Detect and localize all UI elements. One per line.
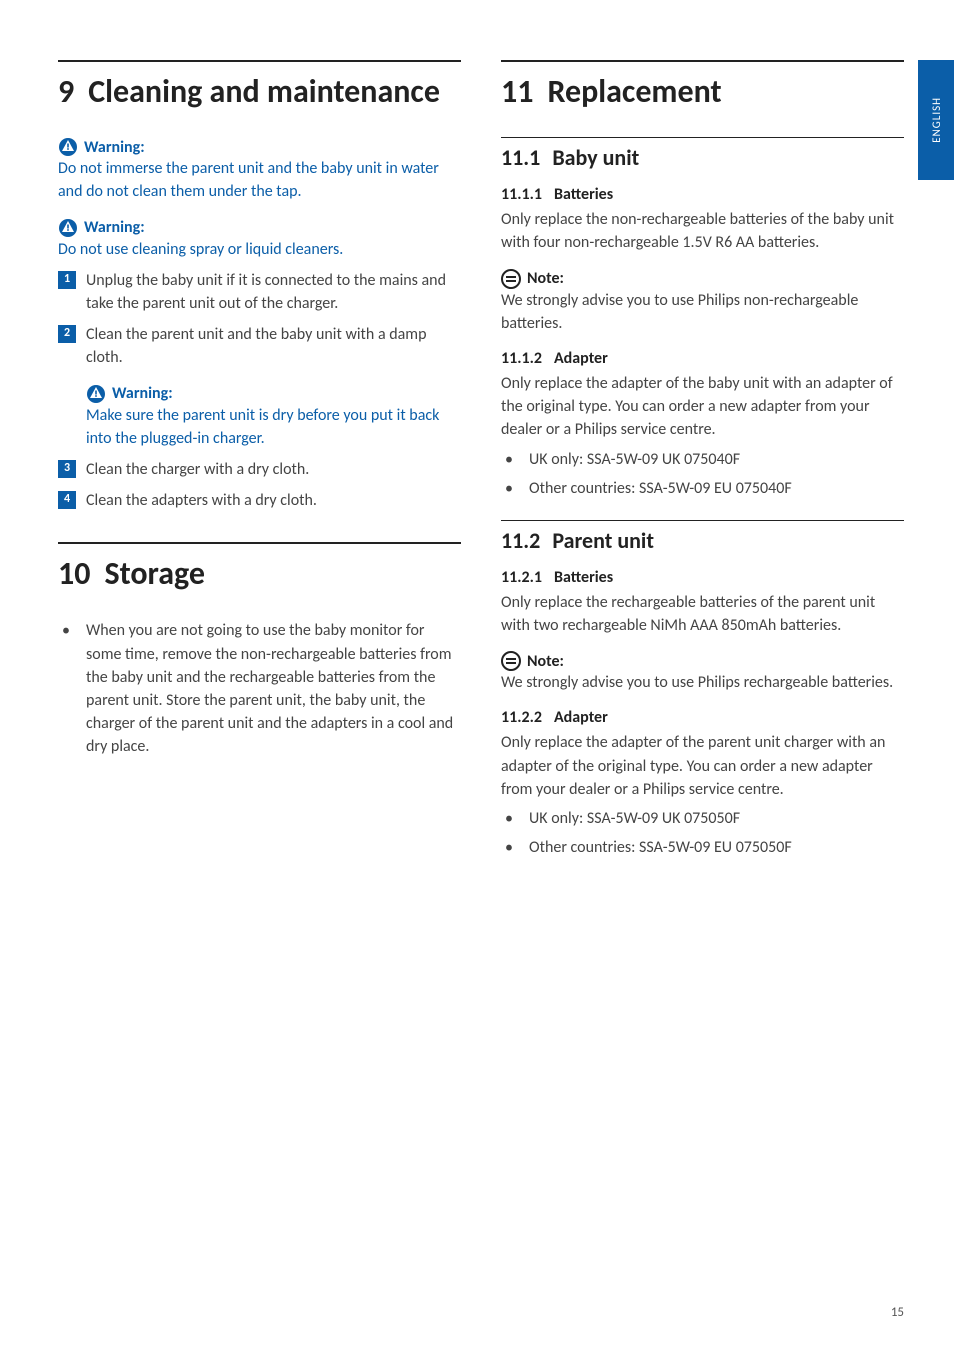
note-2-label: Note: (527, 652, 564, 671)
section-9-number: 9 (58, 70, 74, 113)
warning-3-text: Make sure the parent unit is dry before … (86, 404, 461, 450)
note-icon (501, 651, 521, 671)
step-badge: 4 (58, 491, 76, 509)
note-2-text: We strongly advise you to use Philips re… (501, 671, 904, 694)
subsubsection-11-1-1-number: 11.1.1 (501, 185, 542, 204)
section-10-title: Storage (104, 552, 205, 595)
step-2-text: Clean the parent unit and the baby unit … (86, 323, 461, 369)
warning-icon (58, 218, 78, 238)
warning-2-text: Do not use cleaning spray or liquid clea… (58, 238, 461, 261)
text-11-2-1: Only replace the rechargeable batteries … (501, 591, 904, 637)
warning-1-header: Warning: (58, 137, 461, 157)
subsubsection-11-2-2-title: Adapter (554, 708, 608, 727)
subsubsection-11-1-2-number: 11.1.2 (501, 349, 542, 368)
section-11-title: Replacement (547, 70, 721, 113)
subsubsection-11-2-2-heading: 11.2.2 Adapter (501, 708, 904, 727)
warning-1-text: Do not immerse the parent unit and the b… (58, 157, 461, 203)
subsubsection-11-1-1-title: Batteries (554, 185, 613, 204)
note-1-text: We strongly advise you to use Philips no… (501, 289, 904, 335)
section-10-number: 10 (58, 552, 90, 595)
adapter-bullet-2a: UK only: SSA-5W-09 UK 075050F (501, 807, 904, 830)
subsubsection-11-2-1-heading: 11.2.1 Batteries (501, 568, 904, 587)
warning-3-header: Warning: (86, 384, 461, 404)
section-11-heading: 11 Replacement (501, 60, 904, 113)
step-badge: 3 (58, 460, 76, 478)
steps-list-2: 3 Clean the charger with a dry cloth. 4 Cl… (58, 458, 461, 512)
subsubsection-11-1-1-heading: 11.1.1 Batteries (501, 185, 904, 204)
step-4-text: Clean the adapters with a dry cloth. (86, 489, 317, 512)
language-tab-label: ENGLISH (930, 97, 943, 143)
subsubsection-11-2-1-title: Batteries (554, 568, 613, 587)
adapter-bullets-1: UK only: SSA-5W-09 UK 075040F Other coun… (501, 448, 904, 500)
warning-1-label: Warning: (84, 138, 145, 157)
subsection-11-2-title: Parent unit (552, 527, 654, 554)
note-1-label: Note: (527, 269, 564, 288)
warning-2-header: Warning: (58, 218, 461, 238)
note-1-header: Note: (501, 269, 904, 289)
section-10-heading: 10 Storage (58, 542, 461, 595)
subsubsection-11-1-2-title: Adapter (554, 349, 608, 368)
storage-bullets: When you are not going to use the baby m… (58, 619, 461, 758)
text-11-1-2: Only replace the adapter of the baby uni… (501, 372, 904, 442)
adapter-bullet-1a: UK only: SSA-5W-09 UK 075040F (501, 448, 904, 471)
section-9-heading: 9 Cleaning and maintenance (58, 60, 461, 113)
text-11-1-1: Only replace the non-rechargeable batter… (501, 208, 904, 254)
step-badge: 2 (58, 325, 76, 343)
step-3: 3 Clean the charger with a dry cloth. (58, 458, 461, 481)
step-2: 2 Clean the parent unit and the baby unit… (58, 323, 461, 369)
subsubsection-11-2-2-number: 11.2.2 (501, 708, 542, 727)
adapter-bullet-2b: Other countries: SSA-5W-09 EU 075050F (501, 836, 904, 859)
warning-3-label: Warning: (112, 384, 173, 403)
left-column: 9 Cleaning and maintenance Warning: Do n… (58, 60, 461, 869)
subsection-11-1-heading: 11.1 Baby unit (501, 137, 904, 171)
storage-bullet-1: When you are not going to use the baby m… (58, 619, 461, 758)
steps-list-1: 1 Unplug the baby unit if it is connected… (58, 269, 461, 370)
section-11-number: 11 (501, 70, 533, 113)
step-4: 4 Clean the adapters with a dry cloth. (58, 489, 461, 512)
warning-icon (58, 137, 78, 157)
subsubsection-11-2-1-number: 11.2.1 (501, 568, 542, 587)
right-column: 11 Replacement 11.1 Baby unit 11.1.1 Bat… (501, 60, 904, 869)
language-tab: ENGLISH (918, 60, 954, 180)
step-1: 1 Unplug the baby unit if it is connected… (58, 269, 461, 315)
subsection-11-1-number: 11.1 (501, 144, 540, 171)
section-9-title: Cleaning and maintenance (88, 70, 440, 113)
step-badge: 1 (58, 271, 76, 289)
step-3-text: Clean the charger with a dry cloth. (86, 458, 309, 481)
warning-icon (86, 384, 106, 404)
note-2-header: Note: (501, 651, 904, 671)
adapter-bullet-1b: Other countries: SSA-5W-09 EU 075040F (501, 477, 904, 500)
adapter-bullets-2: UK only: SSA-5W-09 UK 075050F Other coun… (501, 807, 904, 859)
subsubsection-11-1-2-heading: 11.1.2 Adapter (501, 349, 904, 368)
subsection-11-1-title: Baby unit (552, 144, 639, 171)
note-icon (501, 269, 521, 289)
warning-2-label: Warning: (84, 218, 145, 237)
storage-bullet-1-text: When you are not going to use the baby m… (86, 619, 461, 758)
page-number: 15 (891, 1305, 904, 1320)
subsection-11-2-number: 11.2 (501, 527, 540, 554)
step-1-text: Unplug the baby unit if it is connected … (86, 269, 461, 315)
subsection-11-2-heading: 11.2 Parent unit (501, 520, 904, 554)
text-11-2-2: Only replace the adapter of the parent u… (501, 731, 904, 801)
